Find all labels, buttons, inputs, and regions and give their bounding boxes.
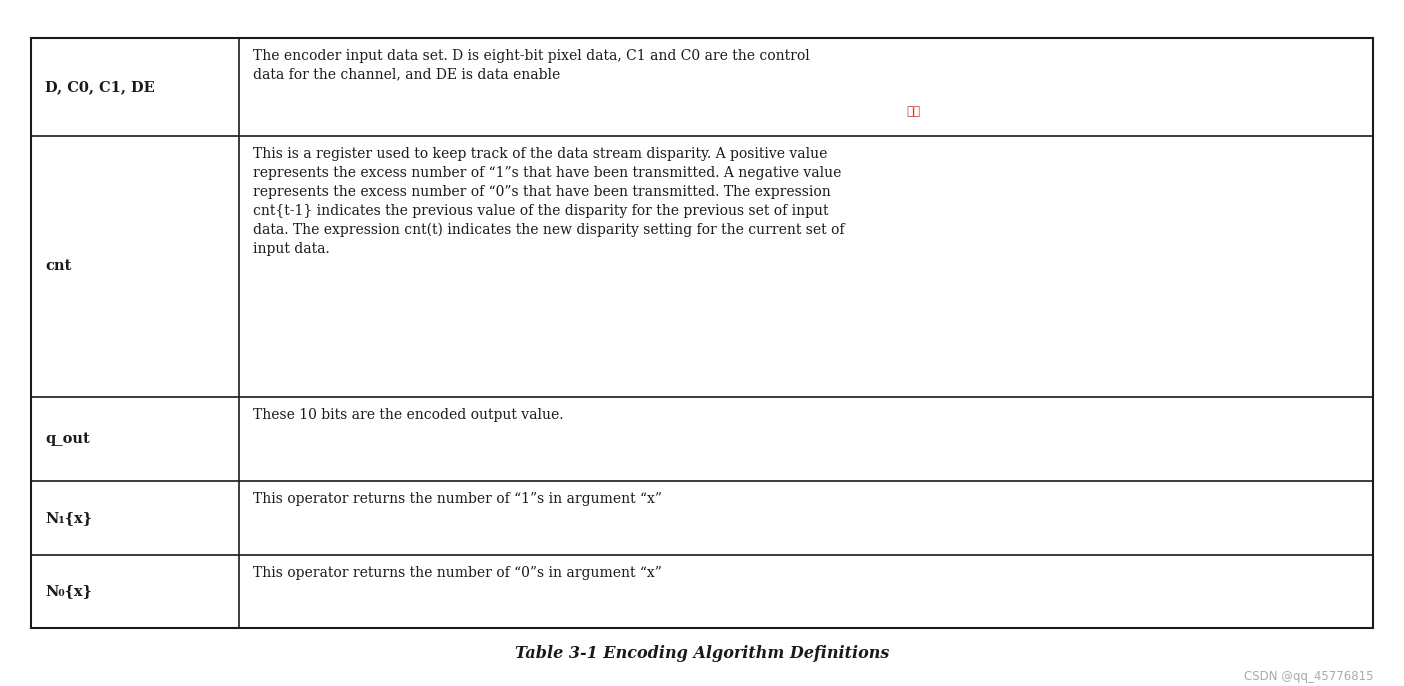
Text: D, C0, C1, DE: D, C0, C1, DE <box>45 80 154 94</box>
Text: This operator returns the number of “0”s in argument “x”: This operator returns the number of “0”s… <box>253 565 661 580</box>
Text: cnt: cnt <box>45 259 72 273</box>
Text: N₀{x}: N₀{x} <box>45 584 91 598</box>
Text: This operator returns the number of “1”s in argument “x”: This operator returns the number of “1”s… <box>253 493 661 506</box>
Text: CSDN @qq_45776815: CSDN @qq_45776815 <box>1244 670 1373 683</box>
Text: The encoder input data set. D is eight-bit pixel data, C1 and C0 are the control: The encoder input data set. D is eight-b… <box>253 49 810 82</box>
Text: Table 3-1 Encoding Algorithm Definitions: Table 3-1 Encoding Algorithm Definitions <box>515 645 889 662</box>
Text: These 10 bits are the encoded output value.: These 10 bits are the encoded output val… <box>253 407 563 422</box>
Text: This is a register used to keep track of the data stream disparity. A positive v: This is a register used to keep track of… <box>253 147 844 257</box>
Text: q_out: q_out <box>45 432 90 446</box>
Text: N₁{x}: N₁{x} <box>45 511 91 525</box>
Text: 差异: 差异 <box>907 105 921 118</box>
Bar <box>31 38 1373 628</box>
